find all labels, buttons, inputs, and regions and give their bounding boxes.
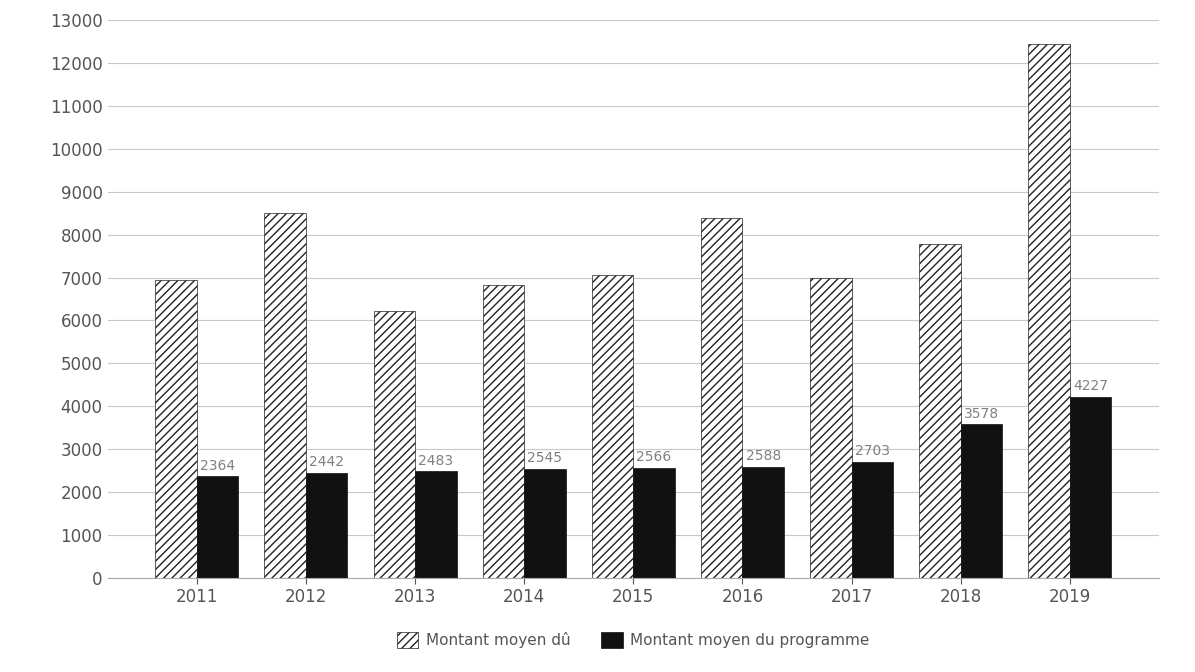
Text: 2703: 2703 xyxy=(854,444,890,458)
Text: 2588: 2588 xyxy=(746,449,780,463)
Text: 2566: 2566 xyxy=(637,450,672,464)
Bar xyxy=(701,218,742,578)
Bar xyxy=(155,280,197,578)
Bar xyxy=(592,275,633,578)
Bar xyxy=(852,462,893,578)
Bar xyxy=(1029,44,1070,578)
Bar xyxy=(264,213,306,578)
Text: 4227: 4227 xyxy=(1073,379,1108,392)
Text: 2364: 2364 xyxy=(200,458,235,472)
Bar xyxy=(197,476,238,578)
Legend: Montant moyen dû, Montant moyen du programme: Montant moyen dû, Montant moyen du progr… xyxy=(391,626,876,654)
Text: 2442: 2442 xyxy=(310,456,344,469)
Text: 2483: 2483 xyxy=(418,454,453,468)
Bar xyxy=(810,278,852,578)
Text: 2545: 2545 xyxy=(527,451,563,465)
Bar xyxy=(742,467,784,578)
Bar xyxy=(374,310,415,578)
Bar xyxy=(483,285,525,578)
Bar xyxy=(633,468,675,578)
Bar xyxy=(919,244,961,578)
Bar xyxy=(525,469,565,578)
Bar xyxy=(1070,396,1111,578)
Bar xyxy=(961,425,1003,578)
Bar xyxy=(415,471,456,578)
Text: 3578: 3578 xyxy=(964,407,999,421)
Bar xyxy=(306,473,348,578)
